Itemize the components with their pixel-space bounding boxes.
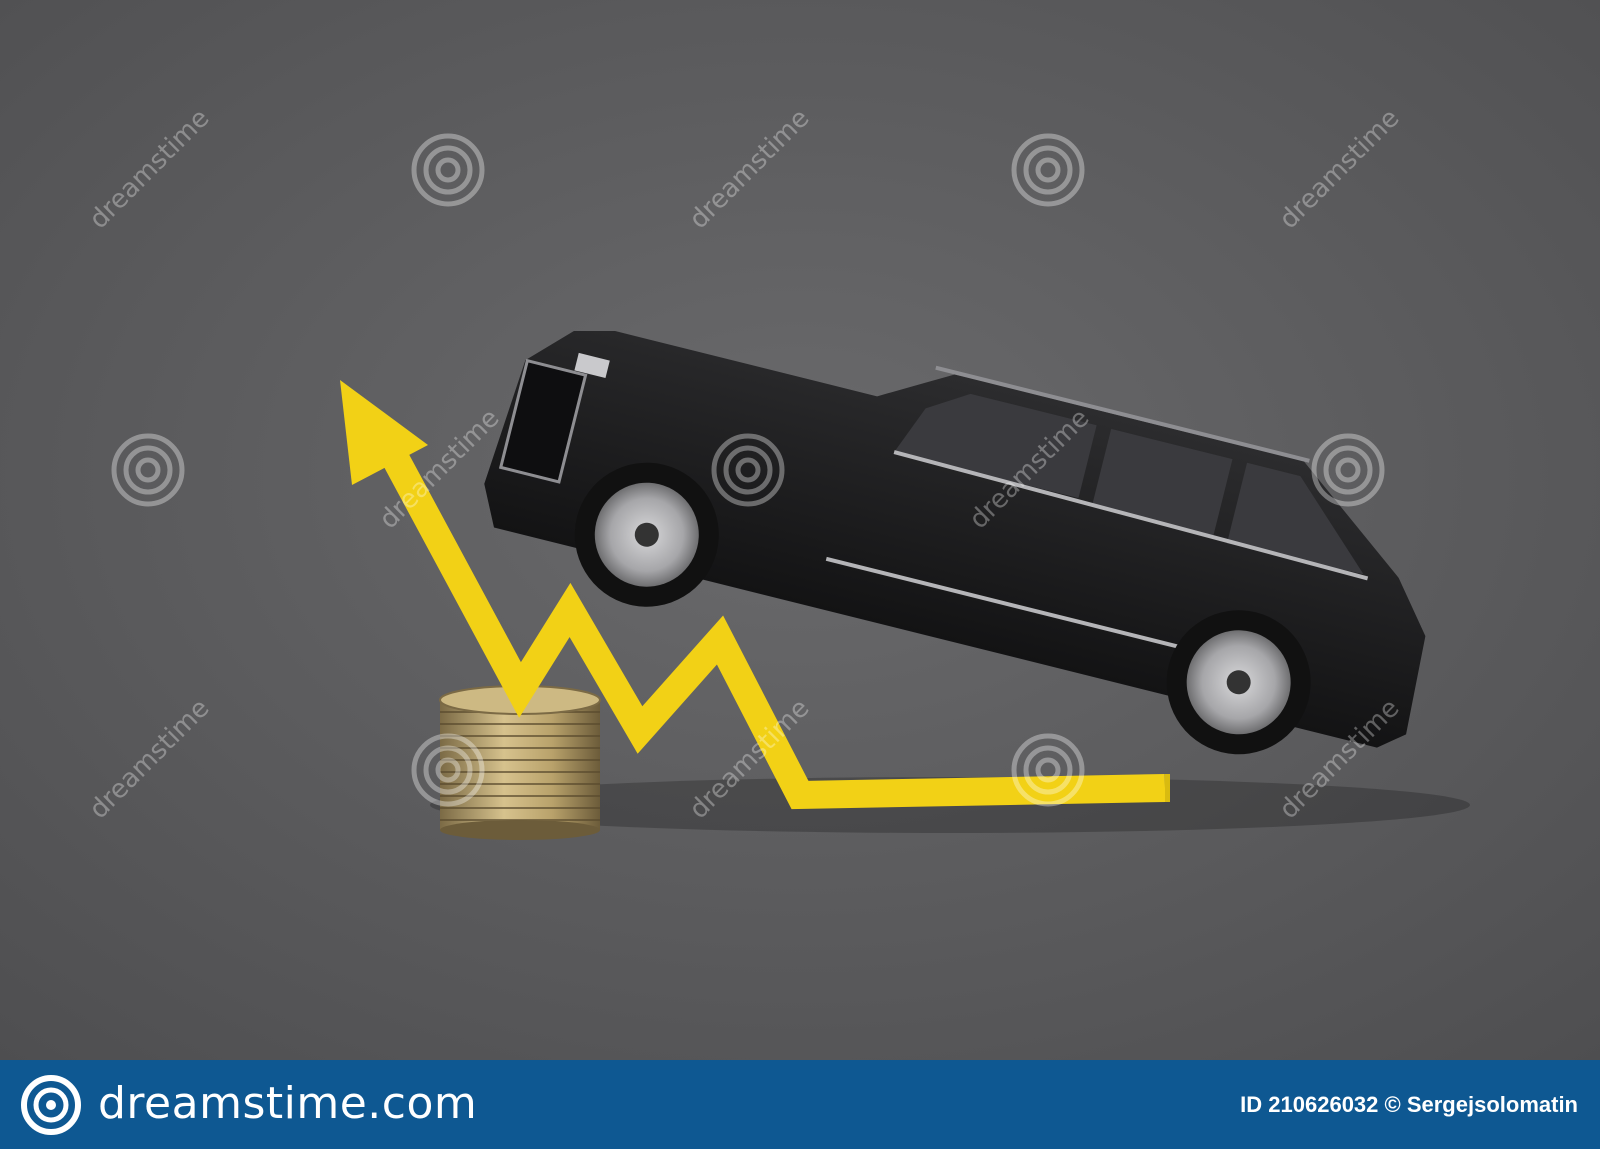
yellow-arrow (340, 380, 1170, 810)
spiral-logo-icon (111, 433, 185, 507)
car-model (484, 330, 1426, 755)
watermark-layer (111, 133, 1385, 807)
spiral-logo-icon (1011, 133, 1085, 207)
spiral-logo-icon (711, 433, 785, 507)
spiral-logo-icon (411, 133, 485, 207)
footer-credit: ID 210626032 © Sergejsolomatin (1240, 1092, 1578, 1117)
spiral-logo-icon (1311, 433, 1385, 507)
coin-stack (439, 685, 601, 840)
footer-bar: dreamstime.com ID 210626032 © Sergejsolo… (0, 1060, 1600, 1149)
footer-brand: dreamstime.com (98, 1078, 478, 1129)
spiral-logo-icon (1011, 733, 1085, 807)
dreamstime-logo-icon (21, 1075, 81, 1135)
stock-photo: dreamstime dreamstime dreamstime dreamst… (0, 0, 1600, 1060)
spiral-logo-icon (411, 733, 485, 807)
